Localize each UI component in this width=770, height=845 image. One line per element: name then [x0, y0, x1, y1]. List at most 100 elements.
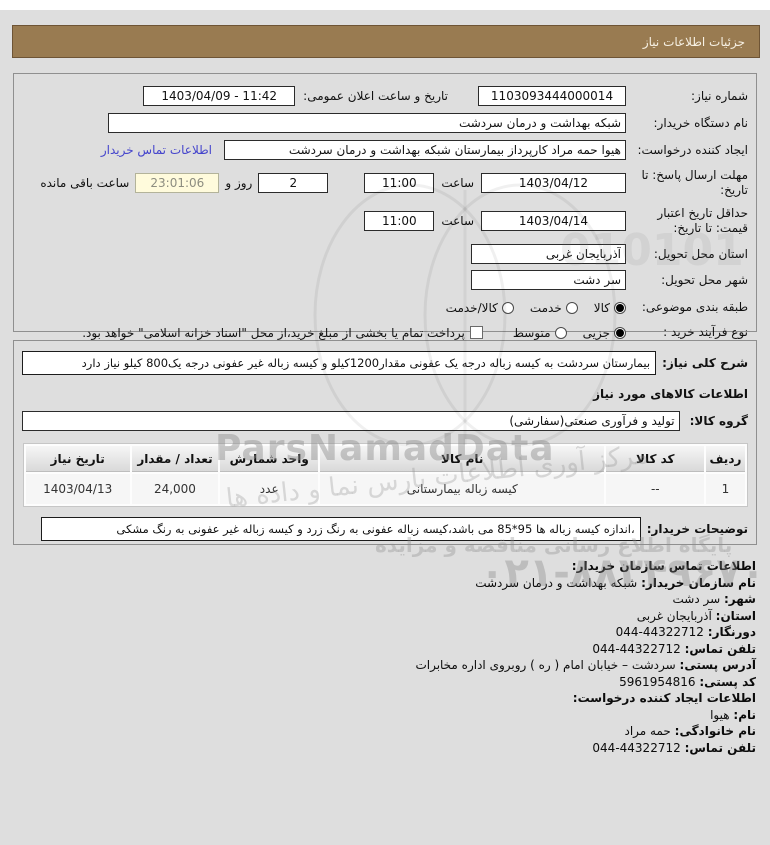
price-validity-time-input[interactable] — [364, 211, 435, 231]
contact-value: 44322712-044 — [615, 625, 704, 639]
contact-value: سردشت – خیابان امام ( ره ) روبروی اداره … — [415, 658, 676, 672]
cell-need-date: 1403/04/13 — [25, 474, 130, 504]
creator-line-phone: تلفن تماس: 44322712-044 — [14, 740, 756, 757]
contact-label: کد پستی: — [699, 674, 756, 689]
radio-icon — [565, 301, 578, 314]
goods-table: ردیف کد کالا نام کالا واحد شمارش تعداد /… — [22, 443, 748, 507]
col-row-number: ردیف — [706, 446, 745, 472]
deadline-time-input[interactable] — [364, 173, 435, 193]
contact-label: آدرس پستی: — [679, 658, 756, 672]
radio-option-label: کالا — [593, 300, 610, 315]
cell-count-unit: عدد — [220, 474, 319, 504]
treasury-checkbox-label: پرداخت تمام یا بخشی از مبلغ خرید،از محل … — [82, 325, 465, 340]
buyer-org-input[interactable] — [108, 113, 626, 133]
contact-line-province: استان: آذربایجان غربی — [14, 608, 756, 625]
goods-panel: شرح کلی نیاز: بیمارستان سردشت به کیسه زب… — [13, 340, 757, 545]
contact-line-org: نام سازمان خریدار: شبکه بهداشت و درمان س… — [14, 575, 756, 592]
contact-value: هیوا — [710, 707, 730, 722]
radio-option-goods-service[interactable]: کالا/خدمت — [446, 301, 514, 315]
buyer-notes-box: ،اندازه کیسه زباله ها 95*85 می باشد،کیسه… — [40, 517, 641, 541]
creator-line-family: نام خانوادگی: حمه مراد — [14, 723, 756, 740]
goods-table-header-row: ردیف کد کالا نام کالا واحد شمارش تعداد /… — [25, 446, 745, 472]
need-number-label: شماره نیاز: — [691, 88, 748, 103]
need-desc-label: شرح کلی نیاز: — [662, 356, 748, 370]
treasury-checkbox[interactable]: پرداخت تمام یا بخشی از مبلغ خرید،از محل … — [82, 326, 483, 340]
radio-option-label: کالا/خدمت — [445, 300, 498, 315]
contact-value: 44322712-044 — [592, 641, 681, 656]
goods-group-input[interactable] — [22, 411, 680, 431]
contact-line-phone: تلفن تماس: 44322712-044 — [14, 641, 756, 658]
radio-option-label: خدمت — [529, 300, 562, 315]
price-validity-date-input[interactable] — [481, 211, 626, 231]
announce-label: تاریخ و ساعت اعلان عمومی: — [303, 88, 448, 103]
contact-value: 44322712-044 — [592, 740, 681, 755]
contact-line-address: آدرس پستی: سردشت – خیابان امام ( ره ) رو… — [14, 657, 756, 674]
cell-goods-name: کیسه زباله بیمارستانی — [320, 474, 605, 504]
cell-quantity: 24,000 — [131, 474, 219, 504]
days-label: روز و — [225, 176, 253, 190]
col-goods-name: نام کالا — [320, 446, 605, 472]
countdown-label: ساعت باقی مانده — [40, 176, 130, 190]
deadline-date-input[interactable] — [481, 173, 626, 193]
buyer-notes-label: توضیحات خریدار: — [646, 522, 748, 536]
need-desc-box: بیمارستان سردشت به کیسه زباله درجه یک عف… — [22, 351, 657, 375]
col-goods-code: کد کالا — [606, 446, 705, 472]
city-input[interactable] — [471, 270, 626, 290]
contact-label: استان: — [715, 608, 756, 623]
radio-option-goods[interactable]: کالا — [594, 301, 626, 315]
contact-line-postal: کد پستی: 5961954816 — [14, 674, 756, 691]
col-quantity: تعداد / مقدار — [131, 446, 219, 472]
contact-value: آذربایجان غربی — [636, 608, 712, 623]
contact-label: نام: — [733, 707, 756, 722]
radio-icon — [554, 326, 567, 339]
deadline-hour-label: ساعت — [441, 176, 474, 190]
province-input[interactable] — [471, 244, 626, 264]
contact-value: حمه مراد — [624, 724, 671, 738]
page-title: جزئیات اطلاعات نیاز — [642, 34, 745, 49]
creator-line-name: نام: هیوا — [14, 707, 756, 724]
countdown-timer: 23:01:06 — [135, 173, 220, 193]
contact-value: شبکه بهداشت و درمان سردشت — [475, 575, 638, 590]
radio-option-medium[interactable]: متوسط — [513, 326, 567, 340]
table-row: 1 -- کیسه زباله بیمارستانی عدد 24,000 14… — [25, 474, 745, 504]
contact-value: سر دشت — [672, 592, 721, 606]
contact-label: تلفن تماس: — [684, 740, 756, 755]
creator-input[interactable] — [224, 140, 626, 160]
radio-option-partial[interactable]: جزیی — [583, 326, 626, 340]
creator-label: ایجاد کننده درخواست: — [637, 142, 748, 157]
contact-label: دورنگار: — [707, 625, 756, 639]
city-label: شهر محل تحویل: — [661, 272, 748, 287]
contact-label: تلفن تماس: — [684, 641, 756, 656]
contact-line-fax: دورنگار: 44322712-044 — [14, 624, 756, 641]
goods-section-header: اطلاعات کالاهای مورد نیاز — [593, 387, 748, 401]
col-need-date: تاریخ نیاز — [25, 446, 130, 472]
page-title-bar: جزئیات اطلاعات نیاز — [12, 25, 760, 58]
announce-datetime-input[interactable] — [143, 86, 296, 106]
buyer-org-label: نام دستگاه خریدار: — [653, 115, 749, 130]
contact-line-city: شهر: سر دشت — [14, 591, 757, 608]
org-contact-header: اطلاعات تماس سازمان خریدار: — [571, 559, 756, 573]
buyer-contact-link[interactable]: اطلاعات تماس خریدار — [100, 143, 212, 157]
col-count-unit: واحد شمارش — [220, 446, 319, 472]
price-validity-hour-label: ساعت — [441, 214, 474, 228]
creator-contact-header: اطلاعات ایجاد کننده درخواست: — [572, 691, 756, 705]
contact-label: نام سازمان خریدار: — [641, 575, 756, 590]
radio-icon — [614, 326, 626, 339]
contact-label: شهر: — [724, 592, 756, 606]
radio-icon — [501, 301, 514, 314]
radio-option-label: متوسط — [512, 325, 551, 340]
need-number-input[interactable] — [478, 86, 626, 106]
contact-info-block: اطلاعات تماس سازمان خریدار: نام سازمان خ… — [14, 558, 756, 756]
need-info-panel: شماره نیاز: تاریخ و ساعت اعلان عمومی: نا… — [13, 73, 757, 340]
contact-value: 5961954816 — [619, 674, 696, 689]
radio-icon — [614, 301, 626, 314]
province-label: استان محل تحویل: — [653, 246, 748, 261]
price-validity-label: حداقل تاریخ اعتبار قیمت: تا تاریخ: — [657, 206, 748, 235]
deadline-days-input[interactable] — [258, 173, 329, 193]
radio-option-service[interactable]: خدمت — [530, 301, 578, 315]
goods-group-label: گروه کالا: — [689, 414, 748, 428]
subject-class-label: طبقه بندی موضوعی: — [641, 300, 748, 314]
cell-row-number: 1 — [706, 474, 745, 504]
checkbox-icon — [469, 326, 483, 339]
